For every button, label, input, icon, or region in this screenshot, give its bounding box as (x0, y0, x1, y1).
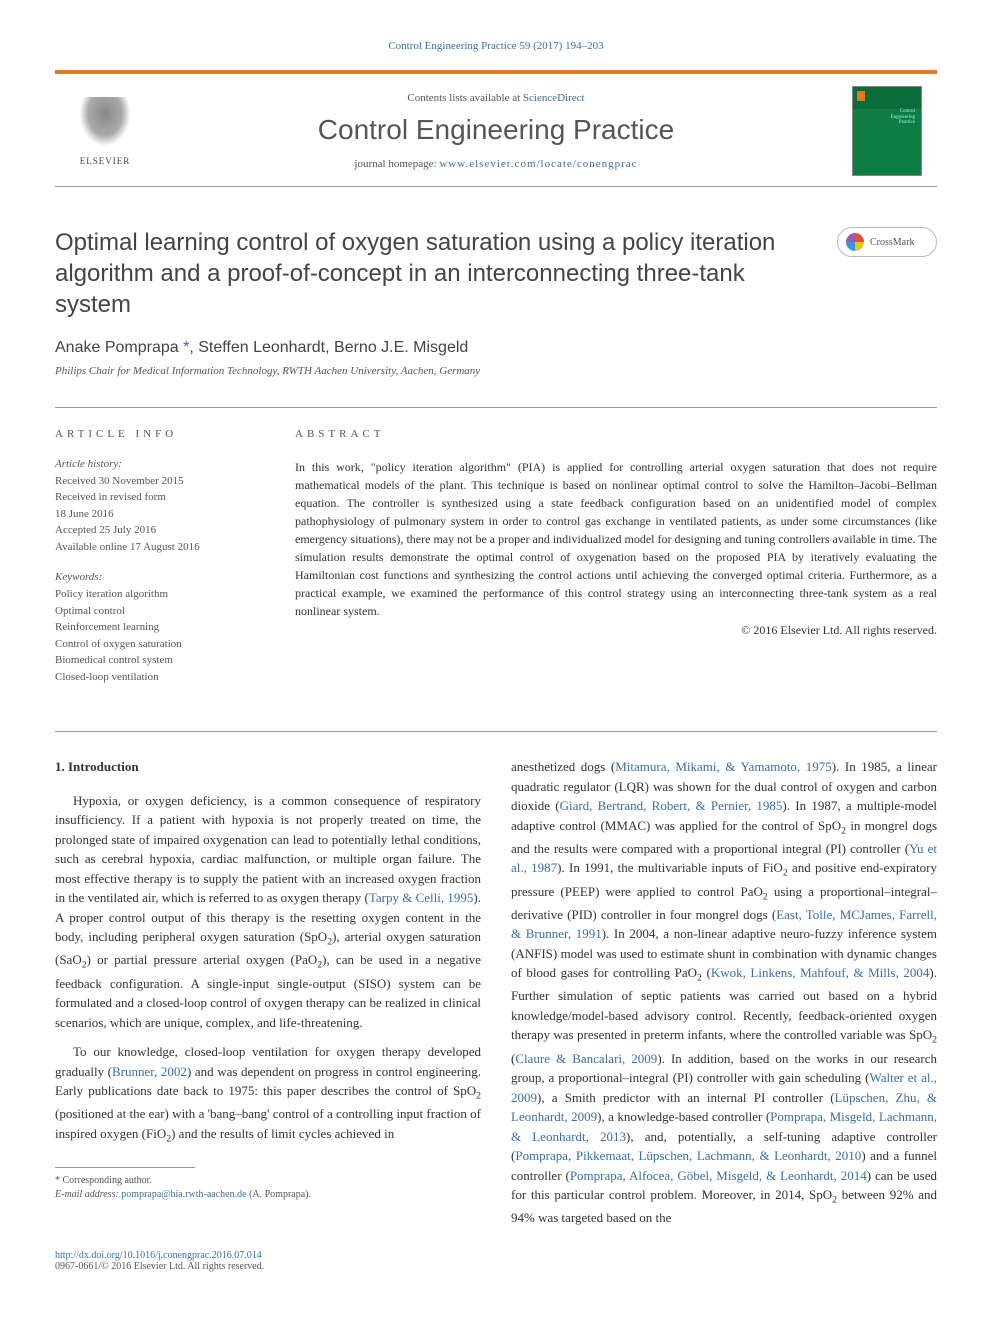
citation-link[interactable]: Brunner, 2002 (112, 1064, 187, 1079)
citation-link[interactable]: Tarpy & Celli, 1995 (369, 890, 474, 905)
crossmark-icon (846, 233, 864, 251)
publisher-name: ELSEVIER (80, 156, 131, 166)
doi-link[interactable]: http://dx.doi.org/10.1016/j.conengprac.2… (55, 1250, 937, 1261)
crossmark-badge[interactable]: CrossMark (837, 227, 937, 257)
homepage-link[interactable]: www.elsevier.com/locate/conengprac (439, 158, 637, 170)
history-label: Article history: (55, 458, 255, 470)
citation-link[interactable]: Mitamura, Mikami, & Yamamoto, 1975 (615, 759, 832, 774)
citation-link[interactable]: Kwok, Linkens, Mahfouf, & Mills, 2004 (711, 965, 930, 980)
citation-link[interactable]: Giard, Bertrand, Robert, & Pernier, 1985 (560, 798, 783, 813)
journal-cover-thumbnail: Control Engineering Practice (852, 86, 922, 176)
issn-line: 0967-0661/© 2016 Elsevier Ltd. All right… (55, 1261, 937, 1272)
authors: Anake Pomprapa *, Steffen Leonhardt, Ber… (55, 339, 937, 357)
citation-link[interactable]: Pomprapa, Pikkemaat, Lüpschen, Lachmann,… (515, 1148, 861, 1163)
citation-link[interactable]: Claure & Bancalari, 2009 (515, 1051, 657, 1066)
citation-link[interactable]: Pomprapa, Alfocea, Göbel, Misgeld, & Leo… (570, 1168, 867, 1183)
keywords-label: Keywords: (55, 571, 255, 583)
abstract-column: ABSTRACT In this work, "policy iteration… (295, 428, 937, 702)
citation-header: Control Engineering Practice 59 (2017) 1… (55, 40, 937, 52)
affiliation: Philips Chair for Medical Information Te… (55, 365, 937, 377)
journal-name: Control Engineering Practice (160, 114, 832, 146)
keywords-text: Policy iteration algorithm Optimal contr… (55, 586, 255, 685)
paragraph: anesthetized dogs (Mitamura, Mikami, & Y… (511, 757, 937, 1228)
contents-line: Contents lists available at ScienceDirec… (160, 92, 832, 104)
left-column: 1. Introduction Hypoxia, or oxygen defic… (55, 757, 481, 1238)
corresponding-author-note: * Corresponding author. (55, 1174, 481, 1188)
crossmark-label: CrossMark (870, 237, 914, 248)
homepage-line: journal homepage: www.elsevier.com/locat… (160, 158, 832, 170)
email-footnote: E-mail address: pomprapa@hia.rwth-aachen… (55, 1188, 481, 1202)
article-info-heading: ARTICLE INFO (55, 428, 255, 440)
right-column: anesthetized dogs (Mitamura, Mikami, & Y… (511, 757, 937, 1238)
elsevier-tree-icon (75, 97, 135, 152)
journal-header: ELSEVIER Contents lists available at Sci… (55, 70, 937, 187)
abstract-heading: ABSTRACT (295, 428, 937, 440)
sciencedirect-link[interactable]: ScienceDirect (523, 92, 585, 104)
elsevier-logo: ELSEVIER (70, 89, 140, 174)
abstract-copyright: © 2016 Elsevier Ltd. All rights reserved… (295, 623, 937, 638)
article-info-column: ARTICLE INFO Article history: Received 3… (55, 428, 255, 702)
section-heading: 1. Introduction (55, 757, 481, 777)
history-text: Received 30 November 2015 Received in re… (55, 473, 255, 556)
abstract-text: In this work, "policy iteration algorith… (295, 458, 937, 620)
email-link[interactable]: pomprapa@hia.rwth-aachen.de (121, 1189, 246, 1200)
paragraph: Hypoxia, or oxygen deficiency, is a comm… (55, 791, 481, 1032)
article-title: Optimal learning control of oxygen satur… (55, 227, 817, 321)
paragraph: To our knowledge, closed-loop ventilatio… (55, 1042, 481, 1147)
